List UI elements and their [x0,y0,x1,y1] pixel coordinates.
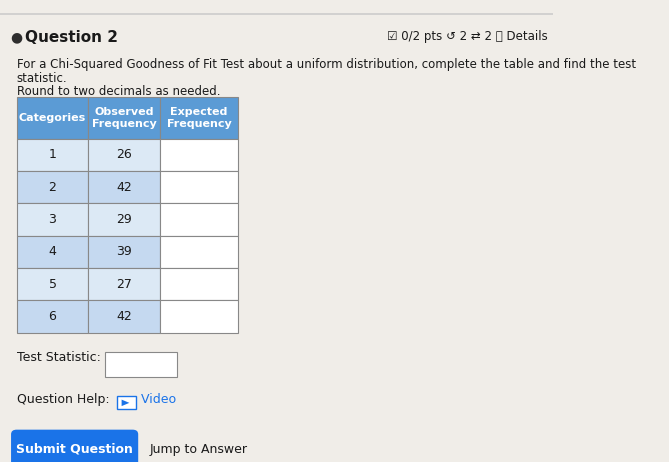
Text: 4: 4 [49,245,56,258]
FancyBboxPatch shape [88,203,161,236]
Text: Question Help:: Question Help: [17,393,109,406]
FancyBboxPatch shape [161,139,237,171]
Text: 42: 42 [116,181,132,194]
FancyBboxPatch shape [117,396,136,409]
FancyBboxPatch shape [17,236,88,268]
FancyBboxPatch shape [17,139,88,171]
Text: 26: 26 [116,148,132,161]
Text: Question 2: Question 2 [25,30,118,45]
FancyBboxPatch shape [17,97,88,139]
Text: 27: 27 [116,278,132,291]
FancyBboxPatch shape [161,203,237,236]
Text: Round to two decimals as needed.: Round to two decimals as needed. [17,85,220,98]
FancyBboxPatch shape [88,236,161,268]
FancyBboxPatch shape [161,300,237,333]
Text: Submit Question: Submit Question [16,443,133,456]
Text: Categories: Categories [19,113,86,123]
FancyBboxPatch shape [161,171,237,203]
FancyBboxPatch shape [88,139,161,171]
FancyBboxPatch shape [88,300,161,333]
Polygon shape [122,400,129,406]
FancyBboxPatch shape [17,268,88,300]
FancyBboxPatch shape [17,300,88,333]
Text: 42: 42 [116,310,132,323]
Text: 6: 6 [49,310,56,323]
FancyBboxPatch shape [17,203,88,236]
Text: 29: 29 [116,213,132,226]
Text: ☑ 0/2 pts ↺ 2 ⇄ 2 ⓘ Details: ☑ 0/2 pts ↺ 2 ⇄ 2 ⓘ Details [387,30,547,43]
Text: For a Chi-Squared Goodness of Fit Test about a uniform distribution, complete th: For a Chi-Squared Goodness of Fit Test a… [17,58,636,71]
Text: 2: 2 [49,181,56,194]
Text: statistic.: statistic. [17,72,67,85]
Text: ●: ● [10,30,22,44]
FancyBboxPatch shape [17,171,88,203]
Text: Video: Video [137,393,176,406]
Text: 39: 39 [116,245,132,258]
Text: Expected
Frequency: Expected Frequency [167,107,231,129]
FancyBboxPatch shape [11,430,138,462]
FancyBboxPatch shape [161,236,237,268]
Text: Jump to Answer: Jump to Answer [149,443,248,456]
Text: 5: 5 [49,278,56,291]
FancyBboxPatch shape [161,268,237,300]
Text: 3: 3 [49,213,56,226]
FancyBboxPatch shape [105,352,177,377]
Text: Test Statistic:: Test Statistic: [17,351,100,364]
Text: Observed
Frequency: Observed Frequency [92,107,157,129]
FancyBboxPatch shape [88,171,161,203]
FancyBboxPatch shape [88,97,161,139]
Text: 1: 1 [49,148,56,161]
FancyBboxPatch shape [161,97,237,139]
FancyBboxPatch shape [88,268,161,300]
